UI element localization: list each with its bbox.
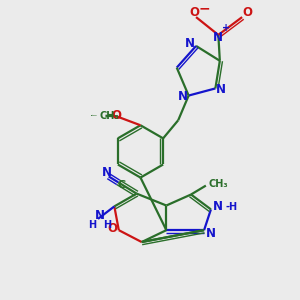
Text: +: + — [222, 23, 230, 33]
Text: N: N — [206, 226, 216, 240]
Text: −: − — [198, 1, 210, 15]
Text: -H: -H — [225, 202, 237, 212]
Text: C: C — [117, 180, 125, 190]
Text: O: O — [107, 222, 117, 235]
Text: CH₃: CH₃ — [100, 111, 119, 121]
Text: N: N — [178, 90, 188, 103]
Text: N: N — [212, 200, 223, 213]
Text: N: N — [95, 209, 105, 222]
Text: N: N — [216, 82, 226, 95]
Text: O: O — [111, 109, 121, 122]
Text: N: N — [213, 32, 223, 44]
Text: CH₃: CH₃ — [208, 179, 228, 189]
Text: H: H — [103, 220, 111, 230]
Text: H: H — [88, 220, 96, 230]
Text: methoxy: methoxy — [91, 115, 98, 116]
Text: O: O — [190, 6, 200, 20]
Text: O: O — [242, 6, 253, 19]
Text: N: N — [102, 166, 112, 179]
Text: N: N — [185, 37, 195, 50]
